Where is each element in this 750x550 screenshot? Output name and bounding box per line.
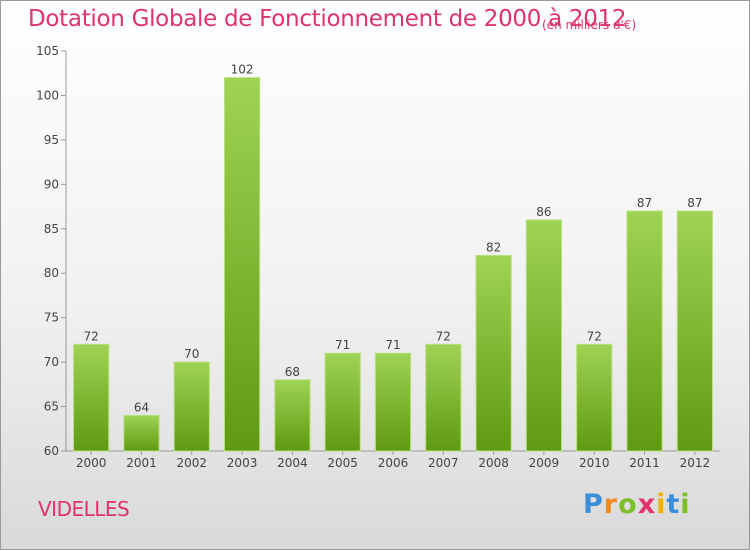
x-tick-label: 2011 bbox=[629, 456, 660, 470]
proxiti-logo: Proxiti bbox=[583, 489, 691, 520]
data-label-2006: 71 bbox=[385, 338, 400, 352]
data-label-2003: 102 bbox=[231, 63, 254, 77]
data-label-2004: 68 bbox=[285, 365, 300, 379]
y-tick-label: 75 bbox=[44, 311, 59, 325]
logo-letter: r bbox=[603, 489, 619, 520]
chart-subtitle: (en milliers d'€) bbox=[542, 18, 637, 32]
x-tick-label: 2007 bbox=[428, 456, 459, 470]
y-axis: 60 65 70 75 80 85 90 95 100 105 bbox=[36, 44, 67, 458]
logo-letter: i bbox=[656, 489, 667, 520]
bar-2005 bbox=[324, 352, 361, 452]
logo-letter: x bbox=[637, 489, 657, 520]
y-tick-label: 70 bbox=[44, 355, 59, 369]
bar-2009 bbox=[525, 219, 563, 452]
bar-2000 bbox=[73, 343, 110, 452]
x-tick-label: 2010 bbox=[579, 456, 610, 470]
bar-2012 bbox=[676, 210, 713, 452]
bar-2001 bbox=[123, 414, 160, 452]
x-tick-label: 2002 bbox=[176, 456, 207, 470]
chart-title: Dotation Globale de Fonctionnement de 20… bbox=[28, 6, 627, 32]
x-tick-label: 2008 bbox=[478, 456, 509, 470]
data-label-2009: 86 bbox=[536, 205, 551, 219]
x-tick-label: 2009 bbox=[529, 456, 560, 470]
bar-2004 bbox=[274, 379, 311, 452]
data-label-2010: 72 bbox=[587, 329, 602, 343]
bars bbox=[73, 77, 713, 452]
bar-2011 bbox=[626, 210, 663, 452]
y-tick-label: 85 bbox=[44, 222, 59, 236]
logo-letter: t bbox=[666, 489, 681, 520]
data-label-2002: 70 bbox=[184, 347, 199, 361]
x-tick-label: 2012 bbox=[680, 456, 711, 470]
y-tick-label: 95 bbox=[44, 133, 59, 147]
bar-2006 bbox=[374, 352, 412, 452]
logo-letter: i bbox=[680, 489, 691, 520]
y-tick-label: 100 bbox=[36, 88, 59, 102]
x-tick-label: 2004 bbox=[277, 456, 308, 470]
x-tick-label: 2003 bbox=[227, 456, 258, 470]
x-axis: 2000 2001 2002 2003 2004 2005 2006 2007 2008 2009… bbox=[66, 450, 720, 470]
data-label-2007: 72 bbox=[436, 329, 451, 343]
bar-2008 bbox=[475, 254, 512, 452]
data-label-2001: 64 bbox=[134, 400, 149, 414]
y-tick-label: 80 bbox=[44, 266, 59, 280]
x-tick-label: 2001 bbox=[126, 456, 157, 470]
logo-letter: P bbox=[583, 489, 604, 520]
logo-letter: o bbox=[618, 489, 638, 520]
data-label-2008: 82 bbox=[486, 240, 501, 254]
y-tick-label: 65 bbox=[44, 400, 59, 414]
data-label-2012: 87 bbox=[687, 196, 702, 210]
bar-2002 bbox=[173, 361, 210, 452]
x-tick-label: 2000 bbox=[76, 456, 107, 470]
bar-2007 bbox=[425, 343, 462, 452]
y-tick-label: 90 bbox=[44, 177, 59, 191]
x-tick-label: 2005 bbox=[327, 456, 358, 470]
y-tick-label: 105 bbox=[36, 44, 59, 58]
x-tick-label: 2006 bbox=[378, 456, 409, 470]
bar-2003 bbox=[223, 77, 261, 452]
place-name: VIDELLES bbox=[38, 497, 130, 521]
bar-2010 bbox=[576, 343, 613, 452]
data-label-2011: 87 bbox=[637, 196, 652, 210]
data-label-2000: 72 bbox=[84, 329, 99, 343]
y-tick-label: 60 bbox=[44, 444, 59, 458]
data-labels: 72 64 70 102 68 71 71 72 82 86 72 87 87 bbox=[84, 63, 703, 415]
data-label-2005: 71 bbox=[335, 338, 350, 352]
